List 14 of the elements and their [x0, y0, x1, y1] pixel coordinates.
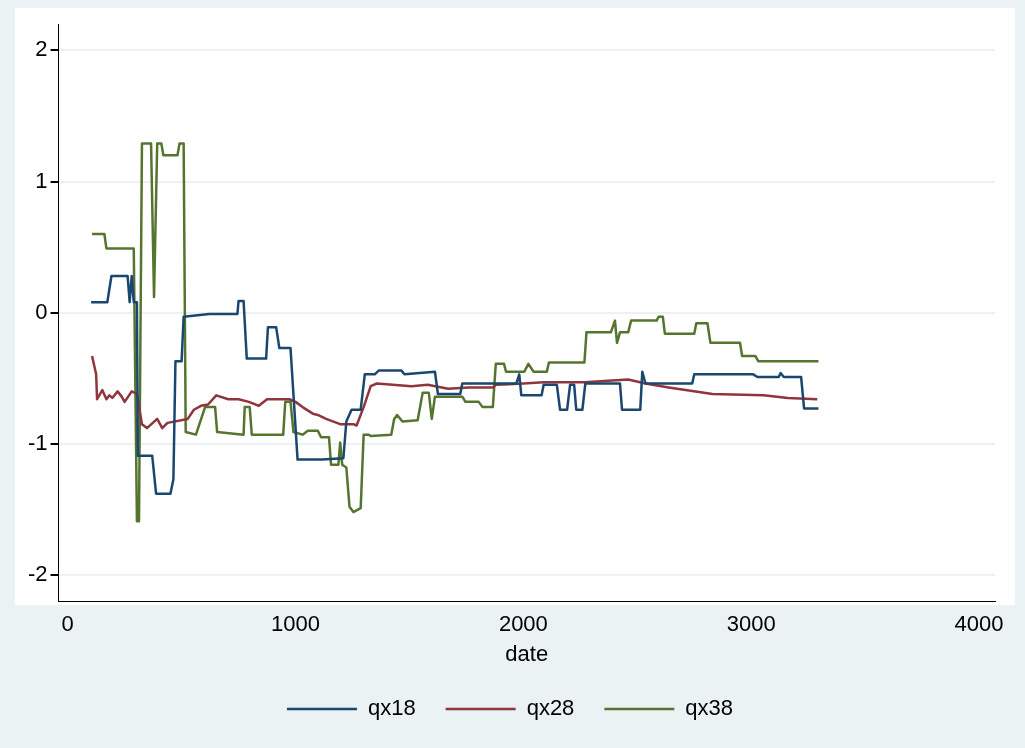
- x-tick-label: 1000: [271, 611, 320, 637]
- x-axis-title: date: [505, 640, 549, 666]
- y-tick-label: 2: [35, 36, 48, 62]
- x-tick-label: 0: [61, 611, 74, 637]
- y-tick-label: 1: [35, 167, 48, 193]
- legend-label: qx28: [526, 695, 575, 721]
- x-tick-label: 3000: [726, 611, 776, 637]
- x-tick-label: 2000: [498, 611, 548, 637]
- y-tick-label: -1: [28, 429, 48, 455]
- legend-label: qx38: [685, 695, 734, 721]
- y-tick-label: -2: [28, 561, 48, 587]
- y-tick-label: 0: [35, 298, 48, 324]
- x-tick-label: 4000: [954, 611, 1004, 637]
- legend-label: qx18: [367, 695, 416, 721]
